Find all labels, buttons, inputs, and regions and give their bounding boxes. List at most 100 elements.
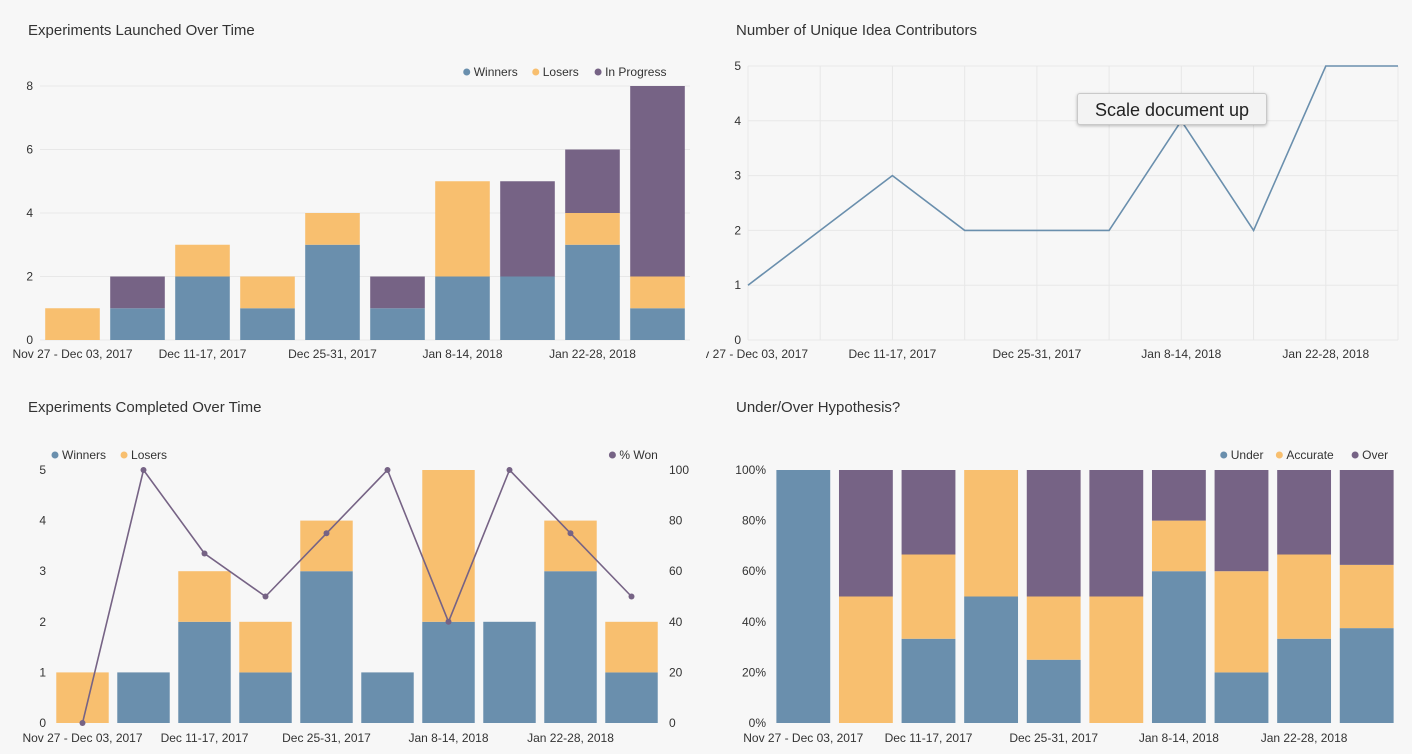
- bar-segment: [1339, 470, 1394, 565]
- x-tick-label: Dec 25-31, 2017: [282, 731, 371, 745]
- bar-segment: [901, 638, 956, 723]
- bar-segment: [1151, 520, 1206, 572]
- won-point: [384, 467, 391, 473]
- y-tick-label: 4: [734, 114, 741, 128]
- bar-segment: [1214, 672, 1269, 723]
- bar-segment: [544, 571, 597, 723]
- won-point: [506, 467, 513, 473]
- chart-panel-contributors: Number of Unique Idea Contributors 0 1 2 3 4…: [706, 0, 1412, 377]
- y-tick-label: 40%: [742, 615, 766, 629]
- legend-label: Accurate: [1286, 448, 1334, 462]
- bar-segment: [1214, 571, 1269, 673]
- legend-label: % Won: [619, 448, 657, 462]
- bar-segment: [110, 276, 165, 309]
- bar-segment: [361, 672, 414, 723]
- bar-segment: [500, 276, 555, 340]
- x-tick-label: Jan 22-28, 2018: [549, 347, 636, 361]
- x-tick-label: Dec 11-17, 2017: [159, 347, 247, 361]
- won-point: [323, 530, 330, 537]
- x-tick-label: Dec 11-17, 2017: [849, 347, 937, 361]
- y-tick-label: 4: [39, 514, 46, 528]
- y-tick-label: 20: [669, 665, 683, 679]
- chart-completed: 0 1 2 3 4 5 0 20 40 60 80 100 Nov 27 - Dec 03, 2017 D…: [22, 448, 689, 745]
- y-tick-label: 8: [26, 79, 33, 93]
- y-tick-label: 100: [669, 463, 689, 477]
- bar-segment: [175, 244, 230, 277]
- y-tick-label: 2: [26, 270, 33, 284]
- won-point: [628, 593, 635, 600]
- bar-segment: [1339, 564, 1394, 629]
- bar-segment: [1089, 470, 1144, 597]
- bar-segment: [1026, 659, 1081, 723]
- bar-segment: [630, 276, 685, 309]
- bar-segment: [964, 596, 1019, 723]
- x-tick-label: Jan 8-14, 2018: [422, 347, 502, 361]
- won-point: [79, 720, 86, 726]
- bar-segment: [370, 276, 425, 309]
- y-tick-label: 0: [734, 333, 741, 347]
- bar-segment: [1151, 470, 1206, 521]
- bar-segment: [300, 571, 353, 723]
- bar-segment: [305, 213, 360, 245]
- y-tick-label: 2: [39, 615, 46, 629]
- x-tick-label: Jan 8-14, 2018: [1141, 347, 1221, 361]
- legend-marker: [120, 451, 128, 459]
- x-tick-label: Jan 22-28, 2018: [1282, 347, 1369, 361]
- x-tick-label: Nov 27 - Dec 03, 2017: [12, 347, 132, 361]
- x-tick-label: Dec 11-17, 2017: [885, 731, 973, 745]
- y-tick-label: 1: [734, 278, 741, 292]
- chart-title: Experiments Launched Over Time: [28, 22, 255, 39]
- bar-segment: [630, 86, 685, 277]
- bar-segment: [838, 596, 893, 723]
- bar-segment: [240, 308, 295, 340]
- legend-label: Over: [1362, 448, 1388, 462]
- bar-segment: [178, 621, 231, 723]
- x-tick-label: Nov 27 - Dec 03, 2017: [22, 731, 142, 745]
- y-tick-label: 40: [669, 615, 683, 629]
- legend-marker: [1275, 451, 1283, 459]
- bar-segment: [483, 621, 536, 723]
- bar-segment: [565, 244, 620, 340]
- bar-segment: [1214, 470, 1269, 572]
- chart-title: Number of Unique Idea Contributors: [736, 22, 977, 39]
- bar-segment: [422, 470, 475, 622]
- y-tick-label: 2: [734, 223, 741, 237]
- bar-segment: [1277, 554, 1332, 639]
- legend-label: Losers: [131, 448, 167, 462]
- x-tick-label: Dec 25-31, 2017: [288, 347, 377, 361]
- legend-label: In Progress: [605, 65, 666, 79]
- bar-segment: [178, 571, 231, 622]
- y-tick-label: 0: [26, 333, 33, 347]
- won-line: [81, 468, 633, 724]
- y-tick-label: 3: [39, 564, 46, 578]
- bar-segment: [370, 308, 425, 340]
- bar-segment: [1277, 470, 1332, 555]
- bar-segment: [1026, 470, 1081, 597]
- chart-hypothesis: 0% 20% 40% 60% 80% 100% Nov 27 - Dec 03, 2017 D…: [735, 448, 1394, 745]
- legend-marker: [1220, 451, 1228, 459]
- x-tick-label: Dec 25-31, 2017: [993, 347, 1082, 361]
- chart-title: Under/Over Hypothesis?: [736, 399, 901, 416]
- won-point: [567, 530, 574, 537]
- bar-segment: [117, 672, 170, 723]
- bar-segment: [605, 672, 658, 723]
- chart-launched: 0 2 4 6 8 Nov 27 - Dec 03, 2017 Dec 11-17, 201…: [12, 65, 690, 361]
- bar-segment: [565, 149, 620, 213]
- y-tick-label: 0: [39, 716, 46, 730]
- scale-document-tooltip: Scale document up: [1077, 93, 1267, 125]
- bar-segment: [901, 554, 956, 639]
- bar-segment: [239, 621, 292, 673]
- y-tick-label: 60%: [742, 564, 766, 578]
- series-line: [747, 65, 1398, 286]
- bar-segment: [300, 520, 353, 572]
- legend-label: Winners: [62, 448, 106, 462]
- x-tick-label: Dec 25-31, 2017: [1009, 731, 1098, 745]
- won-point: [262, 593, 269, 600]
- bar-segment: [500, 181, 555, 277]
- legend-marker: [594, 68, 602, 76]
- bar-segment: [422, 621, 475, 723]
- won-point: [201, 550, 208, 557]
- bar-segment: [544, 520, 597, 572]
- bar-segment: [1151, 571, 1206, 723]
- x-tick-label: Jan 8-14, 2018: [1139, 731, 1219, 745]
